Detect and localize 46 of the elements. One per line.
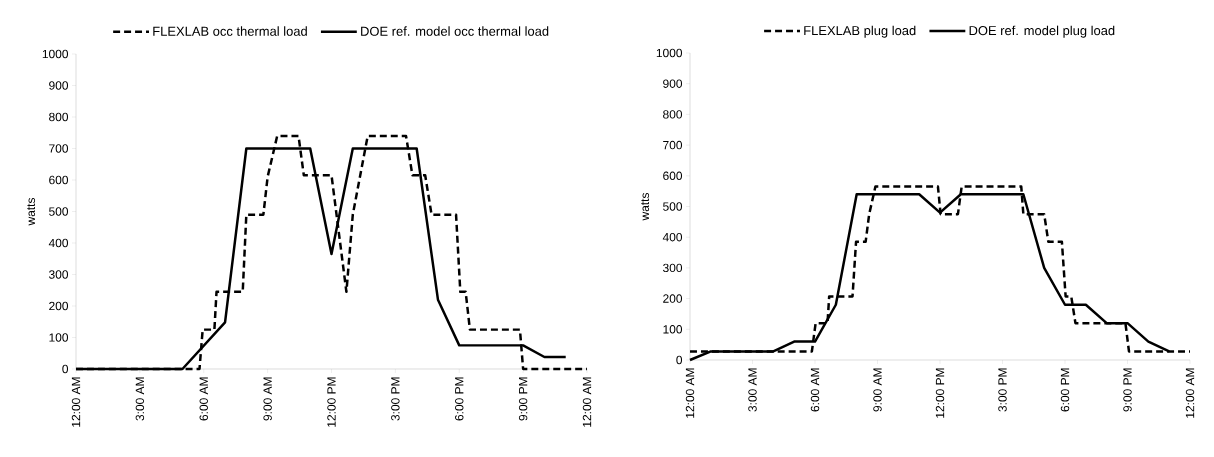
y-tick-label: 100 [663,325,683,334]
y-tick-label: 100 [49,333,69,342]
x-tick-label: 3:00 PM [998,368,1007,412]
y-tick-label: 300 [49,270,69,279]
x-tick-label: 9:00 AM [263,377,272,421]
legend-label: FLEXLAB plug load [804,25,916,38]
x-tick-label: 3:00 AM [748,368,757,412]
legend-label: DOE ref. model plug load [969,25,1115,38]
x-tick-label: 6:00 PM [1060,368,1070,412]
y-tick-label: 600 [49,175,69,185]
y-tick-label: 900 [663,79,683,88]
y-tick-label: 500 [663,202,683,211]
x-tick-label: 12:00 AM [685,368,695,418]
x-tick-label: 6:00 AM [810,368,820,412]
x-tick-label: 6:00 PM [455,377,464,421]
y-tick-label: 200 [49,301,69,311]
x-tick-label: 3:00 PM [391,377,400,421]
x-tick-label: 12:00 PM [327,377,336,427]
y-tick-label: 1000 [656,48,683,58]
y-tick-label: 800 [663,110,683,119]
legend-label: FLEXLAB occ thermal load [153,26,307,36]
y-axis-title: watts [641,192,650,221]
y-tick-label: 400 [662,232,683,242]
x-tick-label: 9:00 PM [518,377,528,421]
y-tick-label: 500 [49,207,69,216]
y-tick-label: 0 [676,355,683,365]
y-tick-label: 900 [49,81,69,90]
y-tick-label: 700 [663,140,683,150]
x-tick-label: 9:00 PM [1123,368,1132,412]
x-tick-label: 6:00 AM [199,377,208,421]
y-axis-title: watts [27,197,36,226]
x-tick-label: 12:00 PM [935,368,945,418]
y-tick-label: 400 [48,238,69,248]
x-tick-label: 12:00 AM [582,377,592,427]
x-tick-label: 12:00 AM [1185,368,1195,418]
x-tick-label: 3:00 AM [135,377,145,421]
y-tick-label: 700 [49,144,69,153]
y-tick-label: 0 [62,364,69,374]
y-tick-label: 600 [663,171,683,181]
y-tick-label: 800 [49,112,69,122]
y-tick-label: 1000 [42,49,69,59]
y-tick-label: 200 [663,294,683,303]
y-tick-label: 300 [663,263,683,273]
legend-label: DOE ref. model occ thermal load [361,26,549,36]
x-tick-label: 9:00 AM [873,368,882,412]
x-tick-label: 12:00 AM [71,377,81,427]
